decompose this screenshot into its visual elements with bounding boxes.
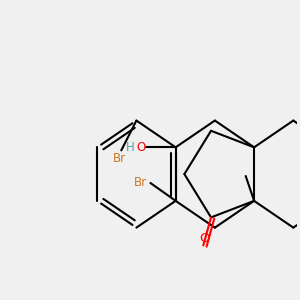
Text: Br: Br (134, 176, 147, 190)
Text: Br: Br (112, 152, 126, 165)
Text: O: O (199, 232, 210, 245)
Text: H: H (126, 141, 135, 154)
Text: O: O (136, 141, 145, 154)
